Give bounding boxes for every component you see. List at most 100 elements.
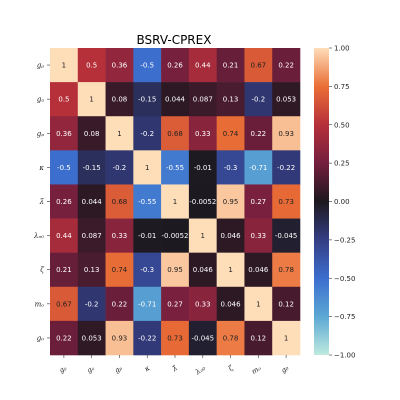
cell-value-label: 1 [284, 334, 288, 342]
row-tick-labels: gᵨ gₐ gₚ κ λ̃ λₒ₀ ζ mₒ g₀ [33, 62, 50, 342]
colorbar-tick-label: −0.50 [334, 275, 355, 283]
cell-value-label: 0.26 [167, 62, 183, 70]
cell-value-label: 0.36 [112, 62, 128, 70]
cell-value-label: 1 [228, 266, 232, 274]
heatmap-cell [216, 218, 245, 253]
cell-value-label: 0.13 [223, 96, 239, 104]
cell-value-label: -0.55 [138, 198, 156, 206]
cell-value-label: 0.08 [84, 130, 100, 138]
cell-value-label: 0.78 [223, 334, 239, 342]
heatmap-cell [244, 48, 273, 83]
heatmap-cell [105, 116, 134, 151]
cell-value-label: 0.053 [276, 96, 296, 104]
cell-value-label: -0.2 [140, 130, 154, 138]
cell-value-label: 0.44 [195, 62, 211, 70]
cell-value-label: 0.67 [251, 62, 267, 70]
heatmap-cell [77, 150, 106, 185]
cell-value-label: 0.046 [248, 266, 269, 274]
heatmap-cell [188, 48, 217, 83]
heatmap-cell [161, 252, 190, 288]
heatmap-cell [188, 184, 217, 219]
heatmap-cell [188, 116, 217, 151]
heatmap-cell [105, 320, 134, 356]
cell-value-label: 1 [117, 130, 121, 138]
heatmap-cell [77, 320, 106, 356]
heatmap-cell [216, 150, 245, 185]
cell-value-label: 0.046 [221, 300, 242, 308]
cell-value-label: -0.55 [166, 164, 184, 172]
heatmap-cell [161, 184, 190, 219]
cell-value-label: -0.15 [138, 96, 156, 104]
cell-value-label: -0.045 [191, 334, 214, 342]
heatmap-cell [188, 320, 217, 356]
heatmap-cell [272, 116, 301, 151]
heatmap-cell [133, 150, 162, 185]
heatmap-cell [50, 286, 79, 322]
cell-value-label: 0.22 [251, 130, 267, 138]
heatmap-cell [105, 286, 134, 322]
cell-value-label: 1 [145, 164, 149, 172]
cell-value-label: -0.5 [57, 164, 71, 172]
cell-value-label: 0.27 [167, 300, 183, 308]
row-tick-label: gₚ [37, 130, 44, 138]
cell-value-label: -0.2 [85, 300, 99, 308]
cell-value-label: 0.5 [58, 96, 69, 104]
cell-value-label: 0.33 [195, 300, 211, 308]
heatmap-cell [244, 218, 273, 253]
cell-value-label: 0.21 [223, 62, 239, 70]
heatmap-cell [244, 286, 273, 322]
cell-value-label: 0.087 [82, 232, 102, 240]
cell-value-label: 0.36 [56, 130, 72, 138]
row-tick-label: κ [38, 164, 44, 172]
heatmap-cell [272, 48, 301, 83]
chart-title: BSRV-CPREX [137, 33, 212, 47]
heatmap-cell [188, 218, 217, 253]
heatmap-cell [216, 252, 245, 288]
heatmap-cell [188, 82, 217, 117]
cell-value-label: 0.21 [56, 266, 72, 274]
cell-value-label: -0.71 [138, 300, 156, 308]
column-tick-labels: gᵨ gₐ gₚ κ λ̃ λₒ₀ ζ mₒ g₀ [58, 355, 290, 377]
heatmap-cell [216, 320, 245, 356]
heatmap-cell [50, 252, 79, 288]
cell-value-label: 0.44 [56, 232, 72, 240]
heatmap-cell [77, 116, 106, 151]
cell-value-label: 0.95 [167, 266, 183, 274]
cell-value-label: 0.95 [223, 198, 239, 206]
cell-value-label: 0.053 [82, 334, 102, 342]
column-tick-label: gₐ [85, 364, 96, 375]
heatmap-cell [50, 150, 79, 185]
cell-value-label: -0.3 [224, 164, 238, 172]
heatmap-cell [50, 218, 79, 253]
heatmap-cell [216, 82, 245, 117]
cell-value-label: -0.22 [138, 334, 156, 342]
cell-value-label: -0.01 [138, 232, 156, 240]
colorbar-tick-label: 0.25 [334, 160, 350, 168]
heatmap-cell [133, 82, 162, 117]
cell-value-label: -0.2 [251, 96, 265, 104]
heatmap-cell [161, 48, 190, 83]
cell-value-label: 1 [89, 96, 93, 104]
heatmap-cell [133, 48, 162, 83]
cell-value-label: -0.0052 [161, 232, 188, 240]
heatmap-cell [161, 286, 190, 322]
heatmap-cell [272, 286, 301, 322]
column-tick-label: λ̃ [170, 363, 180, 373]
column-tick-label: gᵨ [58, 364, 69, 375]
heatmap-cell [244, 150, 273, 185]
colorbar-gradient [314, 48, 329, 355]
heatmap-cell [272, 184, 301, 219]
column-tick-label: mₒ [250, 364, 262, 376]
heatmap-cell [50, 82, 79, 117]
heatmap-cell [50, 116, 79, 151]
heatmap-cell [105, 48, 134, 83]
heatmap-cell [77, 82, 106, 117]
heatmap-cell [244, 320, 273, 356]
column-tick-label: gₚ [113, 364, 124, 375]
heatmap-cell [161, 320, 190, 356]
cell-value-label: -0.2 [113, 164, 127, 172]
colorbar-tick-label: −0.75 [334, 313, 355, 321]
cell-value-label: 0.22 [112, 300, 128, 308]
heatmap-cell [50, 184, 79, 219]
